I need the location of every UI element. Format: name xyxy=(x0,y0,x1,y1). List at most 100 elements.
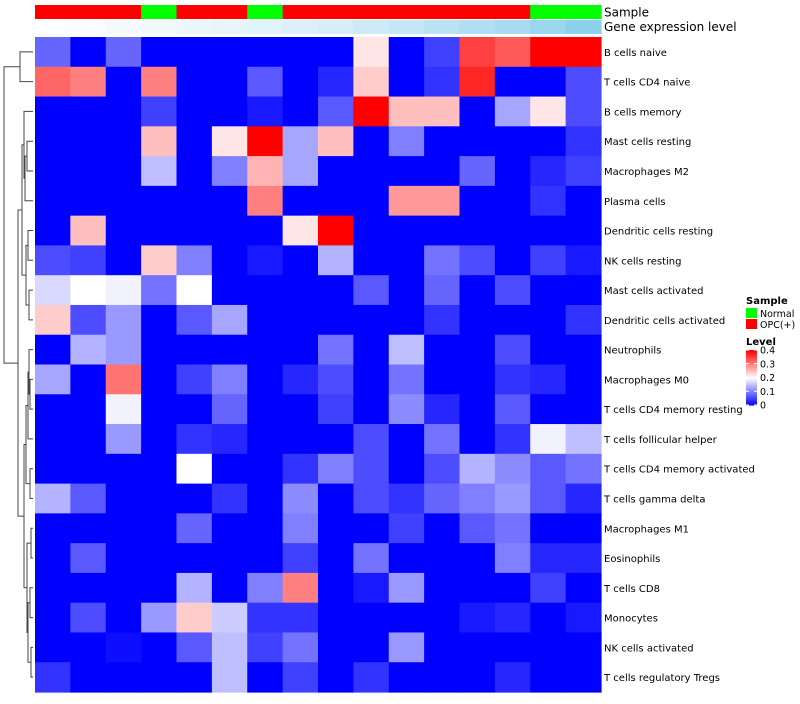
heatmap-cell xyxy=(353,156,390,187)
heatmap-cell xyxy=(141,364,178,395)
heatmap-cell xyxy=(211,662,248,693)
heatmap-cell xyxy=(530,215,567,247)
heatmap-cell xyxy=(424,602,461,634)
heatmap-cell xyxy=(494,37,531,68)
heatmap-cell xyxy=(211,304,248,336)
legend-gradient-step xyxy=(746,369,757,371)
heatmap-cell xyxy=(105,96,142,127)
heatmap-cell xyxy=(318,304,354,336)
heatmap-cell xyxy=(388,275,425,306)
heatmap-cell xyxy=(494,245,531,276)
heatmap-cell xyxy=(35,215,71,247)
heatmap-cell xyxy=(353,185,390,217)
heatmap-cell xyxy=(211,424,248,455)
heatmap-cell xyxy=(141,156,178,187)
heatmap-cell xyxy=(424,245,461,276)
sample-annotation-cell xyxy=(141,5,178,19)
heatmap-cell xyxy=(105,602,142,634)
dendrogram-branch xyxy=(28,289,33,321)
legend-gradient-step xyxy=(746,385,757,388)
heatmap-cell xyxy=(105,304,142,336)
heatmap-cell xyxy=(70,572,107,604)
heatmap-cell xyxy=(282,185,319,217)
heatmap-cell xyxy=(70,424,107,455)
heatmap-cell xyxy=(70,394,107,425)
legend-gradient-step xyxy=(746,366,757,369)
dendrogram-branch xyxy=(24,155,33,202)
heatmap-cell xyxy=(282,156,319,187)
heatmap-cell xyxy=(388,37,425,68)
heatmap-cell xyxy=(211,513,248,544)
expression-annotation-cell xyxy=(247,20,284,34)
heatmap-cell xyxy=(459,185,496,217)
heatmap-cell xyxy=(494,96,531,127)
heatmap-cell xyxy=(459,37,496,68)
legend-gradient-step xyxy=(746,357,757,359)
heatmap-cell xyxy=(247,304,284,336)
heatmap-cell xyxy=(318,394,354,425)
heatmap-cell xyxy=(105,453,142,485)
heatmap-cell xyxy=(211,37,248,68)
legend-gradient-step xyxy=(746,379,757,381)
legend-gradient-step xyxy=(746,376,757,379)
heatmap-cell xyxy=(494,364,531,395)
legend-gradient-step xyxy=(746,397,757,400)
heatmap-cell xyxy=(141,126,178,157)
legend-swatch xyxy=(746,319,757,329)
heatmap-cell xyxy=(459,424,496,455)
heatmap-cell xyxy=(565,334,602,366)
heatmap-cell xyxy=(530,96,567,127)
heatmap-cell xyxy=(424,394,461,425)
legend-gradient-step xyxy=(746,350,757,353)
heatmap-cell xyxy=(388,156,425,187)
row-label: Macrophages M0 xyxy=(604,375,689,386)
heatmap-cell xyxy=(353,424,390,455)
heatmap-cell xyxy=(35,572,71,604)
legend-gradient-step xyxy=(746,383,757,386)
sample-annotation-cell xyxy=(211,5,248,19)
expression-annotation-cell xyxy=(424,20,461,34)
heatmap-cell xyxy=(211,185,248,217)
heatmap-cell xyxy=(494,126,531,157)
heatmap-cell xyxy=(459,602,496,634)
heatmap-cell xyxy=(176,245,213,276)
legend-gradient-step xyxy=(746,368,757,370)
heatmap-cell xyxy=(459,304,496,336)
heatmap-cell xyxy=(35,394,71,425)
heatmap-cell xyxy=(282,394,319,425)
legend-gradient-step xyxy=(746,363,757,366)
legend-gradient-step xyxy=(746,387,757,390)
heatmap-cell xyxy=(35,453,71,485)
heatmap-cell xyxy=(424,513,461,544)
heatmap-cell xyxy=(70,662,107,693)
heatmap-cell xyxy=(282,453,319,485)
heatmap-cell xyxy=(247,364,284,395)
legend-gradient-step xyxy=(746,372,757,375)
heatmap-cell xyxy=(565,215,602,247)
heatmap-cell xyxy=(424,483,461,514)
legend-gradient-step xyxy=(746,351,757,354)
heatmap-cell xyxy=(494,602,531,634)
heatmap-cell xyxy=(211,572,248,604)
row-label: Macrophages M1 xyxy=(604,524,689,535)
heatmap-cell xyxy=(494,185,531,217)
heatmap-cell xyxy=(530,572,567,604)
heatmap-cell xyxy=(247,275,284,306)
heatmap-cell xyxy=(35,185,71,217)
heatmap-cell xyxy=(70,543,107,574)
heatmap-cell xyxy=(35,66,71,98)
row-dendrogram xyxy=(3,51,33,678)
legend-gradient-step xyxy=(746,389,757,391)
heatmap-cell xyxy=(459,66,496,98)
gene-expression-annotation-label: Gene expression level xyxy=(604,20,737,34)
expression-annotation-cell xyxy=(176,20,213,34)
heatmap-cell xyxy=(211,334,248,366)
heatmap-cell xyxy=(70,602,107,634)
sample-annotation-label: Sample xyxy=(604,6,649,20)
heatmap-cell xyxy=(565,364,602,395)
legend-gradient-step xyxy=(746,392,757,394)
row-label: Neutrophils xyxy=(604,346,661,357)
heatmap-cell xyxy=(353,245,390,276)
sample-annotation-cell xyxy=(176,5,213,19)
heatmap-cell xyxy=(105,156,142,187)
